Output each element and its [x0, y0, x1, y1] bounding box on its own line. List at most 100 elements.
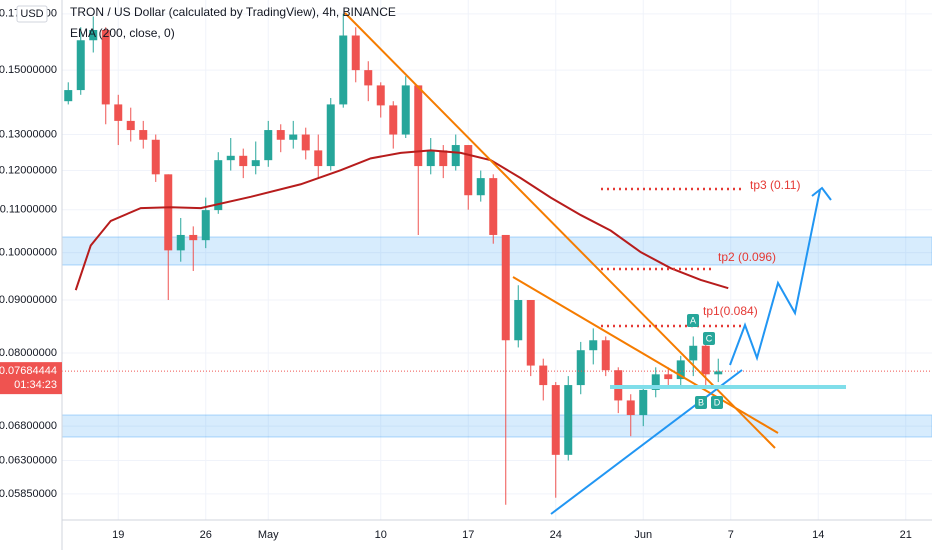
- countdown-label: 01:34:23: [14, 379, 57, 391]
- candle-body: [189, 234, 198, 241]
- x-tick-label: May: [258, 529, 279, 541]
- x-tick-label: Jun: [634, 529, 652, 541]
- candle-body: [89, 29, 98, 41]
- resistance-zone: [61, 236, 932, 266]
- pattern-badge: [703, 332, 715, 345]
- x-tick-label: 26: [200, 529, 212, 541]
- candles: [62, 13, 932, 505]
- target-label: tp1(0.084): [703, 304, 758, 318]
- candle-body: [701, 345, 710, 375]
- candle-body: [501, 234, 510, 341]
- candle-body: [626, 400, 635, 416]
- x-tick-label: 19: [112, 529, 124, 541]
- candle-body: [176, 234, 185, 251]
- candle-body: [264, 130, 273, 161]
- candle-body: [514, 300, 523, 341]
- candle-body: [314, 150, 323, 167]
- pattern-label: A: [690, 315, 696, 325]
- candle-body: [64, 90, 73, 102]
- axes: 0.170000000.150000000.130000000.12000000…: [0, 5, 912, 541]
- candle-body: [301, 134, 310, 151]
- currency-badge: [16, 5, 48, 23]
- candle-body: [714, 371, 723, 375]
- candle-body: [214, 160, 223, 211]
- trend-line: [512, 276, 779, 434]
- currency-label: USD: [20, 8, 43, 20]
- candle-body: [139, 130, 148, 140]
- candle-body: [526, 300, 535, 366]
- y-tick-label: 0.11000000: [0, 204, 57, 216]
- projection-path: [729, 189, 821, 366]
- x-tick-label: 24: [550, 529, 562, 541]
- y-tick-label: 0.13000000: [0, 128, 57, 140]
- candle-body: [276, 130, 285, 140]
- candle-body: [439, 150, 448, 167]
- last-price-badge: [0, 362, 62, 395]
- candle-body: [639, 389, 648, 416]
- candle-body: [589, 340, 598, 351]
- candle-body: [689, 345, 698, 361]
- candle-body: [426, 150, 435, 167]
- candle-body: [464, 145, 473, 196]
- candle-body: [339, 35, 348, 105]
- target-label: tp3 (0.11): [750, 178, 800, 192]
- candle-body: [676, 360, 685, 380]
- candle-body: [164, 174, 173, 251]
- pattern-badge: [695, 396, 707, 409]
- arrow-head: [811, 186, 832, 201]
- y-tick-label: 0.05850000: [0, 488, 57, 500]
- x-tick-label: 10: [375, 529, 387, 541]
- y-tick-label: 0.06300000: [0, 454, 57, 466]
- candle-body: [664, 374, 673, 380]
- x-tick-label: 7: [728, 529, 734, 541]
- y-tick-label: 0.08000000: [0, 347, 57, 359]
- candle-body: [239, 155, 248, 167]
- candle-body: [126, 120, 135, 131]
- drawings: tp3 (0.11) tp2 (0.096) tp1(0.084) A C B …: [344, 12, 846, 515]
- candle-body: [489, 178, 498, 235]
- candle-body: [414, 85, 423, 167]
- candle-body: [601, 340, 610, 371]
- candle-body: [289, 134, 298, 140]
- candle-body: [76, 40, 85, 91]
- trend-line: [344, 12, 776, 449]
- chart-title: TRON / US Dollar (calculated by TradingV…: [70, 5, 396, 19]
- y-tick-label: 0.06800000: [0, 420, 57, 432]
- candle-body: [451, 145, 460, 167]
- candle-body: [651, 374, 660, 390]
- x-tick-label: 14: [812, 529, 824, 541]
- candle-body: [151, 139, 160, 175]
- candle-body: [326, 104, 335, 167]
- pattern-badge: [711, 396, 723, 409]
- y-tick-label: 0.12000000: [0, 164, 57, 176]
- candle-body: [101, 29, 110, 105]
- candle-body: [389, 105, 398, 135]
- indicator-label: EMA (200, close, 0): [70, 26, 175, 40]
- support-zone: [61, 414, 932, 438]
- pattern-label: D: [714, 397, 721, 407]
- trend-line: [550, 369, 743, 515]
- candle-body: [564, 385, 573, 455]
- candle-body: [114, 104, 123, 121]
- candle-body: [551, 385, 560, 455]
- candle-body: [576, 350, 585, 386]
- pattern-label: B: [698, 397, 704, 407]
- candle-body: [476, 178, 485, 196]
- candle-body: [401, 85, 410, 135]
- candle-body: [376, 85, 385, 106]
- ema-line: [74, 149, 729, 291]
- x-tick-label: 21: [900, 529, 912, 541]
- pattern-badge: [687, 314, 699, 327]
- x-tick-label: 17: [462, 529, 474, 541]
- candle-body: [351, 35, 360, 71]
- last-price-label: 0.07684444: [0, 365, 57, 377]
- y-tick-label: 0.09000000: [0, 294, 57, 306]
- candle-body: [539, 365, 548, 386]
- candle-body: [364, 70, 373, 86]
- pattern-label: C: [706, 333, 713, 343]
- target-label: tp2 (0.096): [718, 250, 776, 264]
- candle-body: [226, 155, 235, 161]
- candle-body: [201, 210, 210, 241]
